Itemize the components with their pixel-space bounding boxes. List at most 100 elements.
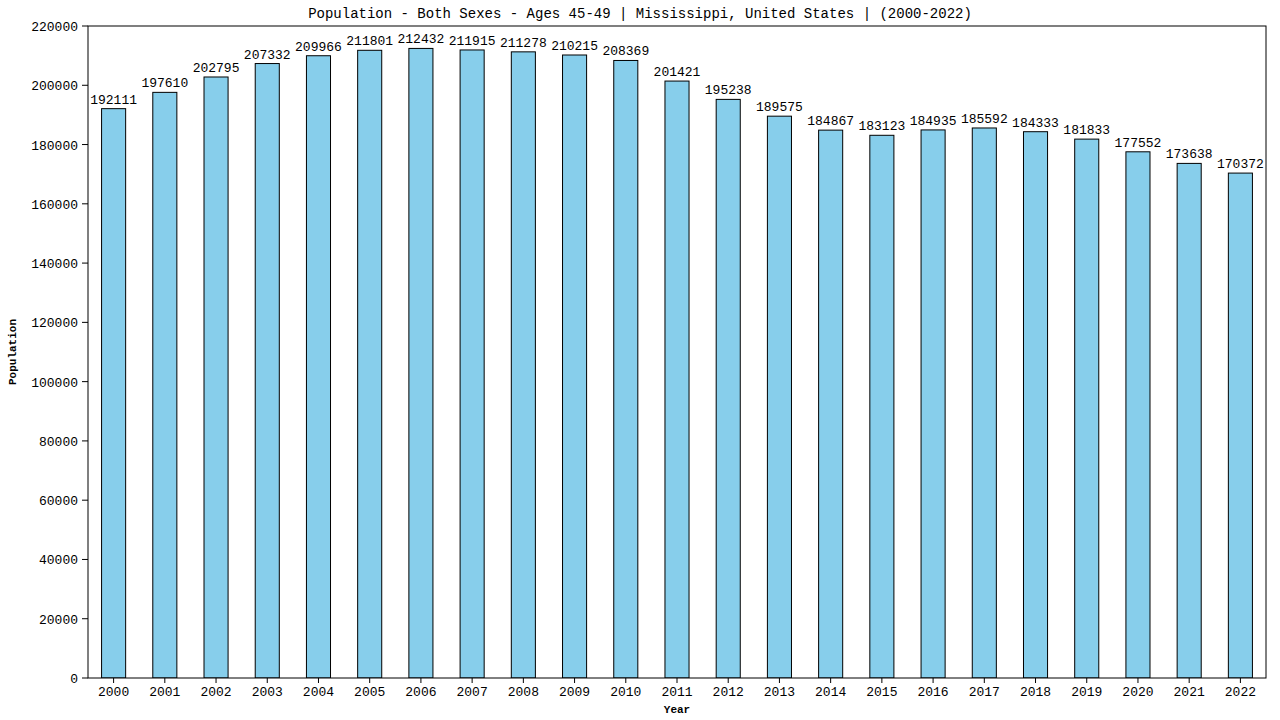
x-tick-label: 2022 [1225, 685, 1256, 700]
bar [409, 48, 433, 678]
chart: Population - Both Sexes - Ages 45-49 | M… [0, 0, 1280, 720]
y-tick-label: 40000 [39, 553, 78, 568]
y-tick [82, 263, 88, 264]
x-tick-label: 2009 [559, 685, 590, 700]
x-tick [677, 678, 678, 683]
y-tick [82, 500, 88, 501]
y-tick [82, 678, 88, 679]
x-tick [523, 678, 524, 683]
y-tick-label: 200000 [31, 79, 78, 94]
x-tick-label: 2013 [764, 685, 795, 700]
x-tick-label: 2004 [303, 685, 334, 700]
y-tick-label: 160000 [31, 198, 78, 213]
bar [870, 135, 894, 678]
data-label: 177552 [1115, 136, 1162, 151]
data-label: 173638 [1166, 147, 1213, 162]
bar [255, 64, 279, 678]
x-tick-label: 2003 [252, 685, 283, 700]
data-label: 183123 [858, 119, 905, 134]
y-tick-label: 220000 [31, 20, 78, 35]
x-tick-label: 2001 [149, 685, 180, 700]
data-label: 185592 [961, 112, 1008, 127]
y-tick [82, 618, 88, 619]
bar [563, 55, 587, 678]
data-label: 208369 [602, 44, 649, 59]
bar [972, 128, 996, 678]
bars [102, 48, 1253, 678]
data-label: 211801 [346, 34, 393, 49]
x-tick-label: 2012 [713, 685, 744, 700]
x-tick-label: 2000 [98, 685, 129, 700]
x-axis-label: Year [664, 704, 690, 716]
x-tick [164, 678, 165, 683]
x-tick [933, 678, 934, 683]
y-tick-label: 140000 [31, 257, 78, 272]
data-label: 207332 [244, 48, 291, 63]
y-tick [82, 322, 88, 323]
data-label: 189575 [756, 100, 803, 115]
y-tick [82, 381, 88, 382]
x-tick [574, 678, 575, 683]
x-tick [830, 678, 831, 683]
data-label: 211278 [500, 36, 547, 51]
y-tick [82, 144, 88, 145]
bar [716, 99, 740, 678]
x-tick [472, 678, 473, 683]
x-tick [113, 678, 114, 683]
data-label: 170372 [1217, 157, 1264, 172]
data-label: 181833 [1063, 123, 1110, 138]
title: Population - Both Sexes - Ages 45-49 | M… [308, 6, 972, 22]
x-tick [420, 678, 421, 683]
x-tick-label: 2010 [610, 685, 641, 700]
plot-frame [88, 26, 1266, 678]
x-tick [984, 678, 985, 683]
x-tick-label: 2008 [508, 685, 539, 700]
y-tick-label: 60000 [39, 494, 78, 509]
bar [204, 77, 228, 678]
bar [1228, 173, 1252, 678]
y-tick-label: 20000 [39, 613, 78, 628]
data-label: 184333 [1012, 116, 1059, 131]
x-tick-label: 2007 [457, 685, 488, 700]
y-tick-label: 100000 [31, 376, 78, 391]
y-tick [82, 203, 88, 204]
x-tick-label: 2019 [1071, 685, 1102, 700]
bar [1177, 163, 1201, 678]
x-tick-label: 2020 [1122, 685, 1153, 700]
y-axis-label: Population [7, 319, 19, 385]
y-tick [82, 85, 88, 86]
x-tick-label: 2011 [661, 685, 692, 700]
x-tick [1137, 678, 1138, 683]
x-tick-label: 2018 [1020, 685, 1051, 700]
x-tick-label: 2016 [917, 685, 948, 700]
y-tick-label: 0 [70, 672, 78, 687]
x-tick [1086, 678, 1087, 683]
bar [358, 50, 382, 678]
x-tick-label: 2015 [866, 685, 897, 700]
x-tick-label: 2017 [969, 685, 1000, 700]
x-tick-label: 2002 [200, 685, 231, 700]
y-tick-label: 120000 [31, 316, 78, 331]
bar [1075, 139, 1099, 678]
y-tick-label: 80000 [39, 435, 78, 450]
x-tick [1189, 678, 1190, 683]
data-label: 201421 [654, 65, 701, 80]
data-label: 209966 [295, 40, 342, 55]
y-tick-label: 180000 [31, 139, 78, 154]
data-label: 210215 [551, 39, 598, 54]
data-label: 197610 [141, 76, 188, 91]
bar [665, 81, 689, 678]
x-tick-label: 2021 [1174, 685, 1205, 700]
x-tick [1240, 678, 1241, 683]
y-tick [82, 559, 88, 560]
x-tick-label: 2005 [354, 685, 385, 700]
bar [767, 116, 791, 678]
data-label: 192111 [90, 93, 137, 108]
data-label: 195238 [705, 83, 752, 98]
bar [819, 130, 843, 678]
x-tick [216, 678, 217, 683]
y-tick [82, 26, 88, 27]
bar [1023, 132, 1047, 678]
bar [511, 52, 535, 678]
bar [153, 92, 177, 678]
